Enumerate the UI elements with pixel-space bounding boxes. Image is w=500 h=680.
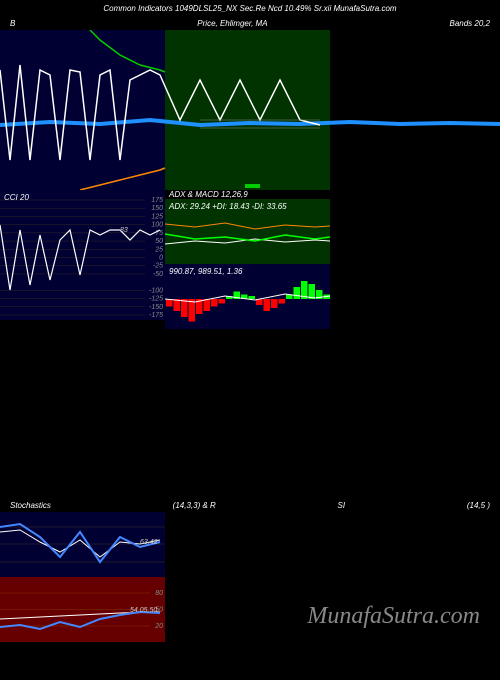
rsi-chart: 80502054.05,50 xyxy=(0,577,165,642)
label-rsi: SI xyxy=(338,501,346,510)
macd-chart: 990.87, 989.51, 1.36 xyxy=(165,264,330,329)
label-rsi-params: (14,5 ) xyxy=(467,501,490,510)
cci-chart: CCI 201751501251007550250-25-50-100-125-… xyxy=(0,190,165,320)
svg-text:63.42: 63.42 xyxy=(140,539,158,546)
svg-text:80: 80 xyxy=(155,590,163,597)
adx-chart: ADX: 29.24 +DI: 18.43 -DI: 33.65 xyxy=(165,199,330,264)
svg-text:-100: -100 xyxy=(149,287,163,294)
label-price: Price, Ehlimger, MA xyxy=(197,19,267,28)
svg-text:-150: -150 xyxy=(149,304,163,311)
svg-text:ADX: 29.24 +DI: 18.43 -DI: 3: ADX: 29.24 +DI: 18.43 -DI: 33.65 xyxy=(168,202,287,211)
svg-text:-175: -175 xyxy=(149,312,163,319)
svg-text:-50: -50 xyxy=(153,271,163,278)
svg-text:54.05,50: 54.05,50 xyxy=(130,607,157,614)
svg-text:83: 83 xyxy=(120,227,128,234)
svg-text:125: 125 xyxy=(151,213,163,220)
svg-text:25: 25 xyxy=(154,246,163,253)
label-stoch-params: (14,3,3) & R xyxy=(173,501,216,510)
top-labels: B Price, Ehlimger, MA Bands 20,2 xyxy=(0,17,500,30)
stoch-row: 63.42 xyxy=(0,512,500,577)
adx-title: ADX & MACD 12,26,9 xyxy=(165,190,330,199)
svg-text:990.87, 989.51, 1.36: 990.87, 989.51, 1.36 xyxy=(169,267,243,276)
svg-text:-125: -125 xyxy=(149,296,163,303)
svg-text:0: 0 xyxy=(159,255,163,262)
svg-text:150: 150 xyxy=(151,205,163,212)
page-header: Common Indicators 1049DLSL25_NX Sec.Re N… xyxy=(0,0,500,17)
label-stoch: Stochastics xyxy=(10,501,51,510)
watermark-text: MunafaSutra.com xyxy=(307,603,480,630)
svg-text:CCI 20: CCI 20 xyxy=(4,193,29,202)
stoch-labels: Stochastics (14,3,3) & R SI (14,5 ) xyxy=(0,499,500,512)
label-b: B xyxy=(10,19,15,28)
spacer xyxy=(0,329,500,499)
stochastics-chart: 63.42 xyxy=(0,512,165,577)
label-bands: Bands 20,2 xyxy=(450,19,490,28)
svg-text:50: 50 xyxy=(155,238,163,245)
price-chart xyxy=(0,30,500,190)
adx-macd-col: ADX & MACD 12,26,9 ADX: 29.24 +DI: 18.43 … xyxy=(165,190,330,329)
indicators-row: CCI 201751501251007550250-25-50-100-125-… xyxy=(0,190,500,329)
svg-text:175: 175 xyxy=(151,197,163,204)
price-row xyxy=(0,30,500,190)
svg-text:100: 100 xyxy=(151,222,163,229)
svg-text:20: 20 xyxy=(154,623,163,630)
svg-text:-25: -25 xyxy=(153,263,163,270)
